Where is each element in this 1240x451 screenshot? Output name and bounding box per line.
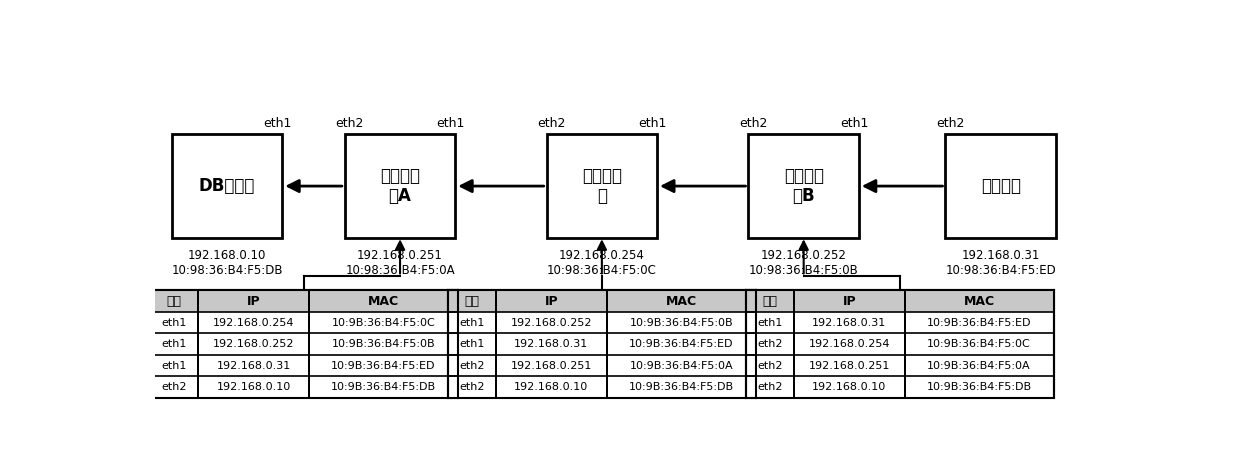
Text: eth1: eth1 (460, 318, 485, 327)
Text: 10:9B:36:B4:F5:0C: 10:9B:36:B4:F5:0C (928, 339, 1030, 349)
Text: IP: IP (544, 295, 558, 308)
Text: 10:9B:36:B4:F5:0A: 10:9B:36:B4:F5:0A (928, 361, 1030, 371)
Text: 接口: 接口 (465, 295, 480, 308)
Text: 10:9B:36:B4:F5:0C: 10:9B:36:B4:F5:0C (331, 318, 435, 327)
Text: 接入交换
机B: 接入交换 机B (784, 167, 823, 206)
Text: IP: IP (842, 295, 856, 308)
Text: 192.168.0.10: 192.168.0.10 (812, 382, 887, 392)
Text: MAC: MAC (666, 295, 697, 308)
Text: eth2: eth2 (758, 339, 782, 349)
Bar (945, 134, 1056, 238)
Text: 192.168.0.252: 192.168.0.252 (511, 318, 593, 327)
Bar (746, 290, 1054, 312)
Text: 10:9B:36:B4:F5:DB: 10:9B:36:B4:F5:DB (331, 382, 435, 392)
Text: eth2: eth2 (161, 382, 187, 392)
Text: eth2: eth2 (758, 361, 782, 371)
Text: eth2: eth2 (335, 117, 363, 130)
Text: eth1: eth1 (639, 117, 667, 130)
Text: eth2: eth2 (459, 382, 485, 392)
Text: eth1: eth1 (436, 117, 465, 130)
Text: 192.168.0.31: 192.168.0.31 (515, 339, 589, 349)
Text: 192.168.0.252
10:98:36:B4:F5:0B: 192.168.0.252 10:98:36:B4:F5:0B (749, 249, 858, 276)
Bar (448, 290, 755, 312)
Text: MAC: MAC (963, 295, 994, 308)
Text: 192.168.0.254: 192.168.0.254 (808, 339, 890, 349)
Text: 接口: 接口 (166, 295, 182, 308)
Text: 192.168.0.254
10:98:36:B4:F5:0C: 192.168.0.254 10:98:36:B4:F5:0C (547, 249, 657, 276)
Text: eth1: eth1 (263, 117, 291, 130)
Text: 10:9B:36:B4:F5:ED: 10:9B:36:B4:F5:ED (926, 318, 1032, 327)
Text: MAC: MAC (368, 295, 399, 308)
Text: 终端用户: 终端用户 (981, 177, 1021, 195)
Text: 192.168.0.251: 192.168.0.251 (511, 361, 593, 371)
Text: 192.168.0.10
10:98:36:B4:F5:DB: 192.168.0.10 10:98:36:B4:F5:DB (171, 249, 283, 276)
Text: eth2: eth2 (936, 117, 965, 130)
Text: eth2: eth2 (758, 382, 782, 392)
Text: 10:9B:36:B4:F5:0B: 10:9B:36:B4:F5:0B (331, 339, 435, 349)
Text: eth1: eth1 (758, 318, 782, 327)
Text: eth2: eth2 (459, 361, 485, 371)
Text: 接入交换
机A: 接入交换 机A (379, 167, 420, 206)
Text: eth1: eth1 (161, 361, 187, 371)
Text: 10:9B:36:B4:F5:0A: 10:9B:36:B4:F5:0A (630, 361, 733, 371)
Bar (746, 290, 1054, 398)
Text: 192.168.0.31: 192.168.0.31 (216, 361, 290, 371)
Text: eth1: eth1 (839, 117, 868, 130)
Text: 192.168.0.31
10:98:36:B4:F5:ED: 192.168.0.31 10:98:36:B4:F5:ED (945, 249, 1056, 276)
Text: 10:9B:36:B4:F5:DB: 10:9B:36:B4:F5:DB (926, 382, 1032, 392)
Bar (150, 290, 458, 312)
Text: 192.168.0.31: 192.168.0.31 (812, 318, 887, 327)
Text: 10:9B:36:B4:F5:DB: 10:9B:36:B4:F5:DB (629, 382, 734, 392)
Text: 192.168.0.254: 192.168.0.254 (213, 318, 294, 327)
Text: DB服务器: DB服务器 (198, 177, 255, 195)
Text: eth2: eth2 (739, 117, 768, 130)
Bar (448, 290, 755, 398)
Bar (749, 134, 859, 238)
Text: 192.168.0.251
10:98:36:B4:F5:0A: 192.168.0.251 10:98:36:B4:F5:0A (345, 249, 455, 276)
Text: eth1: eth1 (161, 339, 187, 349)
Text: 192.168.0.10: 192.168.0.10 (515, 382, 589, 392)
Text: 接口: 接口 (763, 295, 777, 308)
Text: eth2: eth2 (537, 117, 565, 130)
Bar (345, 134, 455, 238)
Text: 10:9B:36:B4:F5:ED: 10:9B:36:B4:F5:ED (629, 339, 733, 349)
Text: 10:9B:36:B4:F5:0B: 10:9B:36:B4:F5:0B (630, 318, 733, 327)
Text: eth1: eth1 (161, 318, 187, 327)
Text: 192.168.0.252: 192.168.0.252 (213, 339, 294, 349)
Bar (150, 290, 458, 398)
Text: 核心交换
机: 核心交换 机 (582, 167, 622, 206)
Bar (172, 134, 283, 238)
Text: 192.168.0.10: 192.168.0.10 (216, 382, 290, 392)
Text: 10:9B:36:B4:F5:ED: 10:9B:36:B4:F5:ED (331, 361, 435, 371)
Text: 192.168.0.251: 192.168.0.251 (808, 361, 890, 371)
Text: IP: IP (247, 295, 260, 308)
Bar (547, 134, 657, 238)
Text: eth1: eth1 (460, 339, 485, 349)
